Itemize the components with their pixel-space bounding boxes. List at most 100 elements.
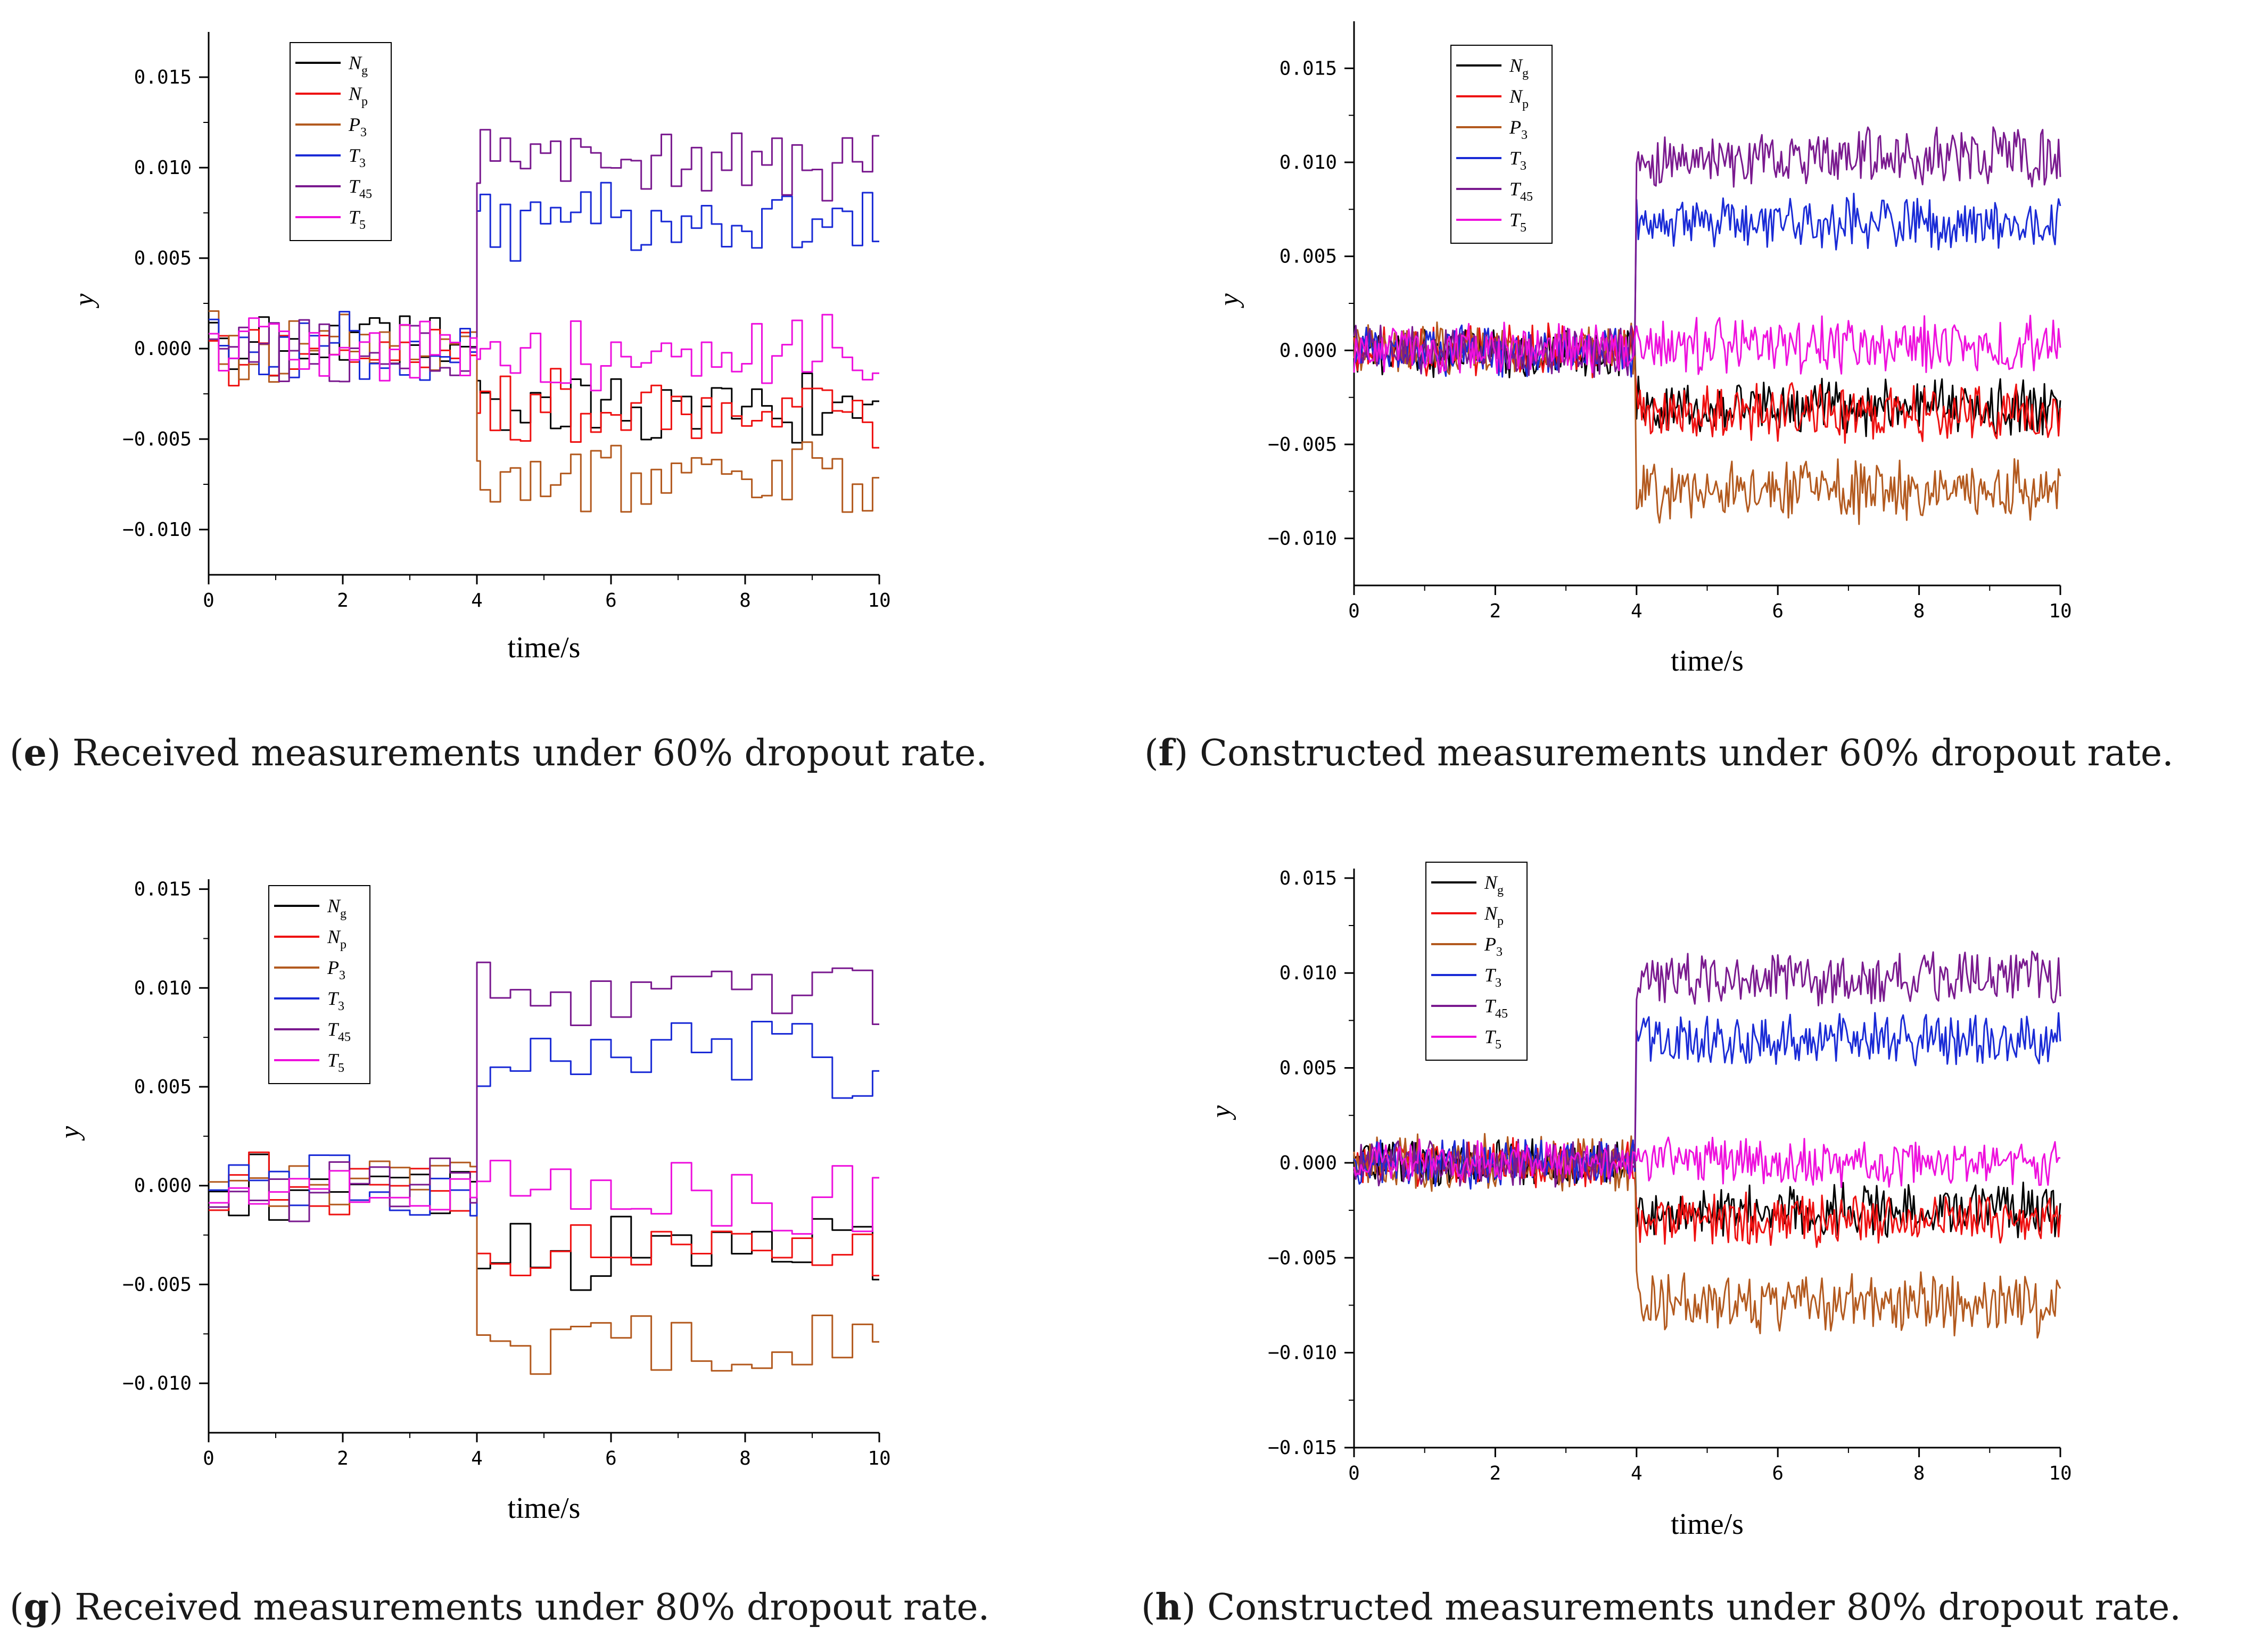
- y-tick-label: −0.005: [1268, 434, 1337, 456]
- legend-box: [268, 885, 370, 1084]
- x-tick-label: 4: [471, 1448, 483, 1469]
- x-axis-label: time/s: [508, 1492, 581, 1525]
- y-tick-label: 0.005: [134, 1076, 192, 1098]
- y-tick-label: −0.005: [1268, 1247, 1337, 1269]
- y-tick-label: 0.010: [134, 977, 192, 999]
- x-tick-label: 2: [1490, 1463, 1501, 1484]
- x-tick-label: 8: [1913, 600, 1925, 622]
- series-line-P3: [1353, 321, 2061, 525]
- series-line-T45: [209, 961, 879, 1223]
- series-line-T5: [209, 1160, 879, 1235]
- caption-letter: f: [1158, 732, 1174, 774]
- y-tick-label: −0.010: [122, 1373, 192, 1394]
- caption-text: Constructed measurements under 80% dropo…: [1195, 1587, 2181, 1629]
- x-tick-label: 6: [1772, 1463, 1784, 1484]
- x-tick-label: 2: [1490, 600, 1501, 622]
- y-axis-label: y: [1214, 293, 1244, 308]
- series-line-T45: [1353, 951, 2061, 1188]
- x-tick-label: 8: [739, 1448, 751, 1469]
- caption-f: (f) Constructed measurements under 60% d…: [1144, 732, 2174, 774]
- y-tick-label: 0.015: [134, 879, 192, 901]
- legend-box: [1425, 862, 1528, 1061]
- y-tick-label: −0.015: [1268, 1437, 1337, 1459]
- caption-letter: g: [23, 1586, 49, 1629]
- y-tick-label: −0.010: [1268, 528, 1337, 550]
- y-tick-label: 0.010: [1280, 152, 1337, 174]
- series-line-T3: [1353, 193, 2061, 378]
- chart-panel-h: 0 2 4 6 8 10 0.015 0.010 0.005 0.000 −0.005 −0.010 −…: [1126, 826, 2253, 1652]
- chart-svg-g: 0 2 4 6 8 10 0.015 0.010 0.005 0.000 −0.005 −0.010 t…: [55, 879, 891, 1525]
- x-axis-label: time/s: [508, 631, 581, 664]
- y-axis-label: y: [55, 1126, 85, 1141]
- series-line-P3: [209, 1160, 879, 1375]
- y-tick-label: −0.005: [122, 1274, 192, 1295]
- x-tick-label: 2: [337, 590, 349, 612]
- y-tick-label: 0.015: [1280, 57, 1337, 79]
- caption-h: (h) Constructed measurements under 80% d…: [1141, 1586, 2181, 1629]
- y-tick-label: 0.000: [134, 338, 192, 360]
- y-tick-label: 0.000: [1280, 1152, 1337, 1174]
- x-tick-label: 10: [868, 1448, 890, 1469]
- x-tick-label: 0: [203, 1448, 214, 1469]
- y-tick-label: 0.000: [1280, 340, 1337, 361]
- x-tick-label: 10: [2049, 600, 2072, 622]
- y-tick-label: 0.015: [1280, 868, 1337, 889]
- caption-text: Received measurements under 80% dropout …: [63, 1587, 990, 1629]
- x-axis-label: time/s: [1671, 1508, 1744, 1541]
- x-tick-label: 4: [471, 590, 483, 612]
- series-line-T5: [1353, 315, 2061, 375]
- x-tick-label: 6: [605, 590, 617, 612]
- y-tick-label: −0.005: [122, 428, 192, 450]
- series-line-T5: [209, 313, 879, 392]
- y-tick-label: 0.010: [134, 157, 192, 179]
- chart-panel-g: 0 2 4 6 8 10 0.015 0.010 0.005 0.000 −0.005 −0.010 t…: [0, 826, 1126, 1652]
- chart-panel-e: 0 2 4 6 8 10 0.015 0.010 0.005 0.000 −0.005 −0.010 t…: [0, 0, 1126, 825]
- x-tick-label: 8: [739, 590, 751, 612]
- series-line-P3: [209, 310, 879, 513]
- y-tick-label: 0.015: [134, 67, 192, 88]
- caption-e: (e) Received measurements under 60% drop…: [10, 732, 987, 774]
- caption-letter: e: [23, 732, 47, 774]
- series-line-Np: [209, 328, 879, 449]
- caption-letter: h: [1155, 1586, 1182, 1629]
- x-tick-label: 2: [337, 1448, 349, 1469]
- x-tick-label: 8: [1913, 1463, 1925, 1484]
- series-line-T45: [209, 129, 879, 383]
- x-tick-label: 0: [1348, 600, 1360, 622]
- x-axis-label: time/s: [1671, 645, 1744, 678]
- caption-g: (g) Received measurements under 80% drop…: [10, 1586, 990, 1629]
- y-tick-label: 0.000: [134, 1175, 192, 1197]
- series-line-Ng: [209, 315, 879, 444]
- x-tick-label: 4: [1631, 1463, 1643, 1484]
- legend-box: [290, 42, 392, 241]
- x-tick-label: 0: [203, 590, 214, 612]
- series-line-T5: [1353, 1136, 2061, 1188]
- x-tick-label: 6: [1772, 600, 1784, 622]
- y-tick-label: −0.010: [1268, 1342, 1337, 1364]
- x-tick-label: 4: [1631, 600, 1643, 622]
- chart-svg-f: 0 2 4 6 8 10 0.015 0.010 0.005 0.000 −0.005 −0.010 t…: [1214, 21, 2072, 678]
- y-tick-label: 0.005: [1280, 246, 1337, 268]
- y-axis-label: y: [69, 293, 100, 309]
- y-tick-label: 0.010: [1280, 962, 1337, 984]
- series-line-T3: [209, 1021, 879, 1217]
- caption-text: Received measurements under 60% dropout …: [61, 732, 987, 774]
- y-axis-label: y: [1206, 1105, 1236, 1120]
- y-tick-label: −0.010: [122, 519, 192, 541]
- chart-svg-h: 0 2 4 6 8 10 0.015 0.010 0.005 0.000 −0.005 −0.010 −…: [1206, 862, 2072, 1541]
- x-tick-label: 6: [605, 1448, 617, 1469]
- caption-text: Constructed measurements under 60% dropo…: [1188, 732, 2174, 774]
- chart-svg-e: 0 2 4 6 8 10 0.015 0.010 0.005 0.000 −0.005 −0.010 t…: [69, 32, 891, 664]
- x-tick-label: 0: [1348, 1463, 1360, 1484]
- series-line-T3: [209, 181, 879, 381]
- y-tick-label: 0.005: [1280, 1058, 1337, 1079]
- chart-panel-f: 0 2 4 6 8 10 0.015 0.010 0.005 0.000 −0.005 −0.010 t…: [1126, 0, 2253, 825]
- series-line-Np: [209, 1151, 879, 1277]
- x-tick-label: 10: [868, 590, 890, 612]
- x-tick-label: 10: [2049, 1463, 2072, 1484]
- legend-box: [1450, 45, 1553, 244]
- y-tick-label: 0.005: [134, 247, 192, 269]
